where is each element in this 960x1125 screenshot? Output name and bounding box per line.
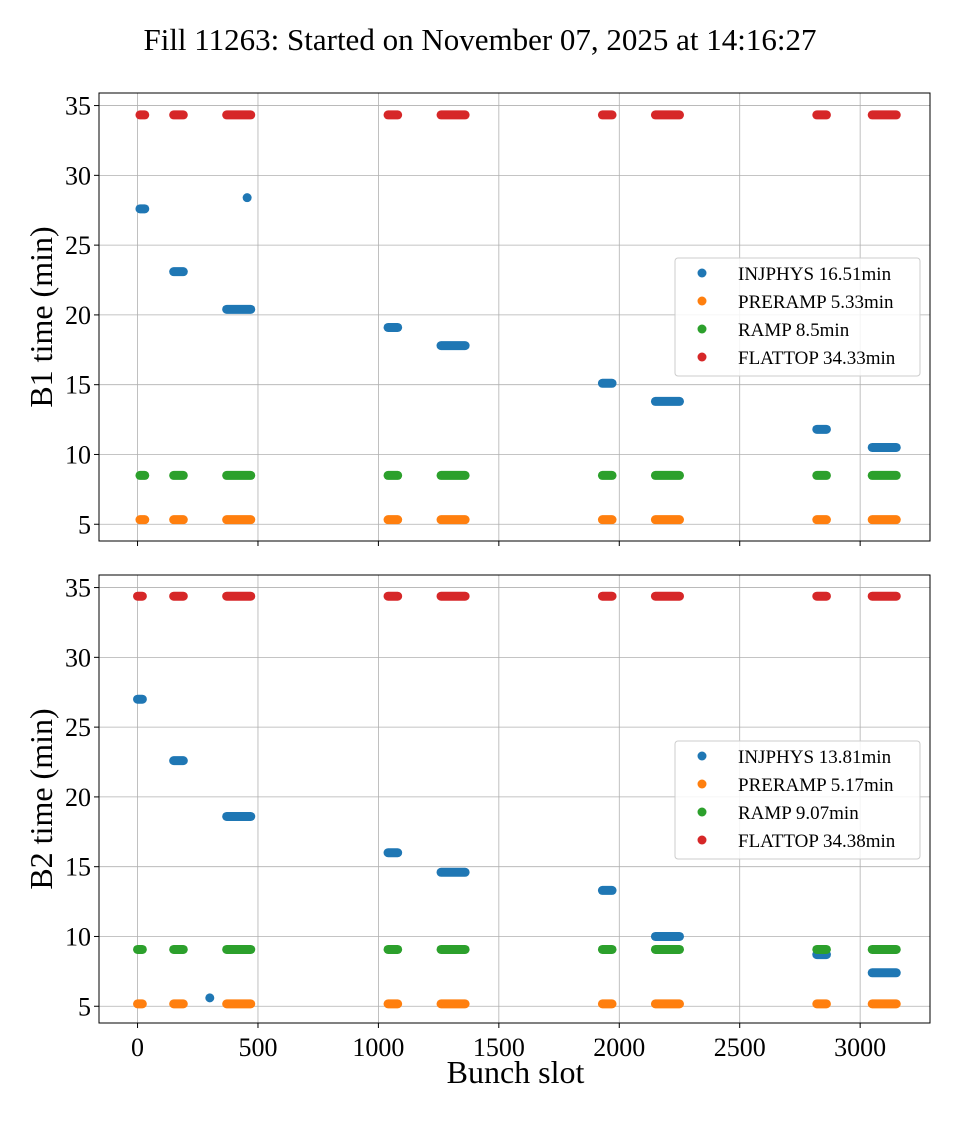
- legend-entry: PRERAMP 5.33min: [738, 292, 894, 313]
- legend-box: [674, 257, 921, 377]
- x-tick-label: 1500: [473, 1033, 525, 1062]
- legend-marker: [697, 324, 707, 334]
- x-tick-label: 3000: [834, 1033, 886, 1062]
- y-tick-label: 15: [65, 853, 91, 882]
- legend-entry: PRERAMP 5.17min: [738, 775, 894, 796]
- y-tick-label: 20: [65, 783, 91, 812]
- data-point: [205, 993, 215, 1003]
- y-tick-label: 35: [65, 574, 91, 603]
- legend-marker: [697, 807, 707, 817]
- legend: INJPHYS 16.51min PRERAMP 5.33min RAMP 8.5m…: [674, 257, 921, 377]
- legend-marker: [697, 352, 707, 362]
- legend-marker: [697, 296, 707, 306]
- x-tick-label: 2000: [593, 1033, 645, 1062]
- x-tick-label: 2500: [714, 1033, 766, 1062]
- y-tick-label: 25: [65, 713, 91, 742]
- series-injphys: [135, 193, 901, 452]
- legend-entry: RAMP 9.07min: [738, 803, 859, 824]
- legend-entry: INJPHYS 13.81min: [738, 747, 892, 768]
- x-tick-label: 0: [131, 1033, 144, 1062]
- panel-2: 5 10 15 20 25 30 35 0 500 1000 1500 2000 2500 3000 B2 …: [23, 574, 931, 1090]
- y-tick-label: 30: [65, 643, 91, 672]
- legend-marker: [697, 751, 707, 761]
- legend-entry: FLATTOP 34.33min: [738, 348, 896, 369]
- x-tick-label: 500: [238, 1033, 277, 1062]
- y-axis-label: B1 time (min): [23, 226, 59, 407]
- y-tick-label: 35: [65, 92, 91, 121]
- axes-frame: [98, 92, 931, 542]
- y-tick-label: 10: [65, 440, 91, 469]
- y-tick-label: 25: [65, 231, 91, 260]
- panel-1: 5 10 15 20 25 30 35 B1 time (min) INJPHYS 16.51m…: [23, 92, 931, 546]
- axes-frame: [98, 574, 931, 1024]
- y-tick-label: 15: [65, 371, 91, 400]
- chart-title: Fill 11263: Started on November 07, 2025…: [143, 22, 817, 57]
- legend-entry: FLATTOP 34.38min: [738, 831, 896, 852]
- legend: INJPHYS 13.81min PRERAMP 5.17min RAMP 9.07…: [674, 740, 921, 860]
- legend-marker: [697, 779, 707, 789]
- legend-entry: INJPHYS 16.51min: [738, 264, 892, 285]
- y-tick-label: 20: [65, 301, 91, 330]
- y-tick-label: 10: [65, 922, 91, 951]
- y-axis-label: B2 time (min): [23, 708, 59, 889]
- series-injphys: [133, 694, 901, 1003]
- x-tick-label: 1000: [352, 1033, 404, 1062]
- y-tick-label: 5: [78, 992, 91, 1021]
- data-point: [242, 193, 252, 203]
- legend-box: [674, 740, 921, 860]
- x-axis-label: Bunch slot: [447, 1054, 585, 1090]
- y-tick-label: 5: [78, 510, 91, 539]
- legend-marker: [697, 835, 707, 845]
- legend-marker: [697, 268, 707, 278]
- y-tick-label: 30: [65, 161, 91, 190]
- legend-entry: RAMP 8.5min: [738, 320, 850, 341]
